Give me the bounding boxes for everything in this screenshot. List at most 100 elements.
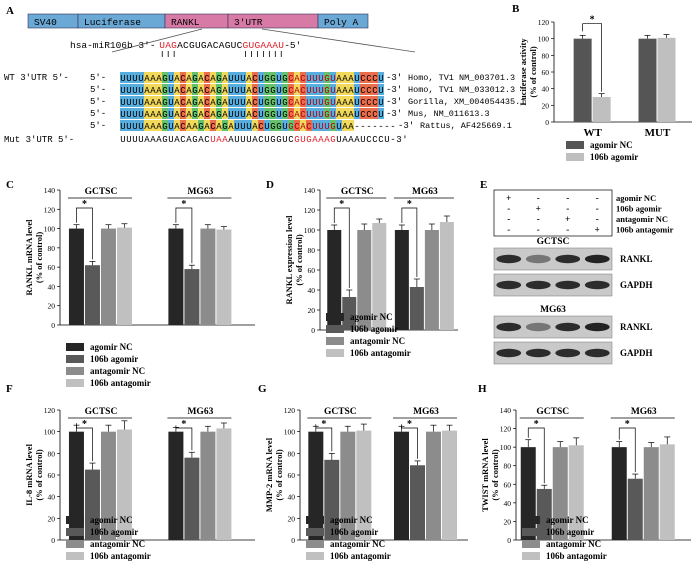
base-cell	[246, 96, 252, 107]
y-tick-label: 0	[51, 321, 55, 330]
mut-base: G	[276, 135, 281, 145]
base-char: G	[270, 86, 275, 96]
alignment-species: Homo, TV1 NM_033012.3	[408, 85, 515, 95]
base-char: A	[144, 86, 150, 96]
base-char: U	[336, 122, 341, 132]
legend-swatch	[66, 552, 84, 560]
chart-g-mmp2: 0 20 40 60 80 100 120 MMP-2 mRNA level (% of con…	[264, 406, 468, 561]
base-cell	[138, 108, 144, 119]
base-cell	[168, 96, 174, 107]
base-char: C	[204, 98, 210, 108]
blot-strip	[493, 273, 613, 297]
base-char: C	[252, 86, 258, 96]
base-char: U	[240, 98, 245, 108]
base-char: G	[282, 110, 287, 120]
mirna-base: U	[278, 40, 284, 51]
base-cell	[252, 96, 258, 107]
base-char: U	[138, 98, 143, 108]
base-char: A	[222, 110, 228, 120]
legend-swatch	[326, 313, 344, 321]
base-cell	[318, 108, 324, 119]
base-cell	[240, 96, 246, 107]
base-char: U	[168, 98, 173, 108]
base-char: C	[366, 74, 372, 84]
base-char: U	[234, 98, 239, 108]
base-char: A	[348, 110, 354, 120]
legend-label: agomir NC	[546, 515, 589, 525]
y-tick-label: 60	[288, 471, 296, 480]
base-cell	[270, 72, 276, 83]
blot-protein-label: GAPDH	[620, 348, 653, 358]
base-cell	[204, 96, 210, 107]
base-char: A	[156, 86, 162, 96]
mut-base: U	[240, 135, 245, 145]
base-char: C	[180, 86, 186, 96]
base-cell	[174, 120, 180, 131]
base-char: U	[120, 86, 125, 96]
y-tick-label: 0	[507, 536, 511, 545]
legend-label: 106b agomir	[90, 527, 138, 537]
base-cell	[258, 120, 264, 131]
base-char: U	[126, 110, 131, 120]
significance-star: *	[181, 199, 186, 210]
blot-strip	[493, 247, 613, 271]
condition-symbol: -	[507, 214, 510, 224]
base-cell	[138, 72, 144, 83]
significance-star: *	[82, 419, 87, 430]
base-cell	[126, 108, 132, 119]
condition-label: 106b agomir	[616, 204, 662, 214]
mut-base: A	[216, 135, 222, 145]
base-char: U	[120, 74, 125, 84]
base-char: U	[276, 98, 281, 108]
base-char: U	[168, 110, 173, 120]
mut-base: A	[324, 135, 330, 145]
base-cell	[192, 120, 198, 131]
condition-symbol: -	[566, 204, 569, 214]
base-char: U	[168, 86, 173, 96]
base-char: U	[354, 98, 359, 108]
base-cell	[264, 120, 270, 131]
base-cell	[294, 84, 300, 95]
base-char: A	[222, 98, 228, 108]
blot-band	[496, 322, 522, 332]
blot-protein-label: RANKL	[620, 254, 653, 264]
mirna-base: A	[219, 40, 225, 51]
bar	[342, 297, 357, 330]
blot-band	[584, 280, 610, 290]
mirna-base: A	[272, 40, 278, 51]
base-cell	[168, 120, 174, 131]
alignment-end: -3'	[386, 73, 402, 83]
base-cell	[372, 72, 378, 83]
mirna-base: A	[260, 40, 266, 51]
base-cell	[222, 72, 228, 83]
base-cell	[312, 84, 318, 95]
y-axis-label: (% of control)	[528, 46, 538, 97]
base-cell	[210, 96, 216, 107]
base-cell	[192, 84, 198, 95]
y-tick-label: 40	[504, 499, 512, 508]
mirna-base: G	[225, 40, 231, 51]
base-char: C	[252, 110, 258, 120]
base-char: U	[318, 86, 323, 96]
base-char: -	[390, 122, 395, 132]
base-char: U	[258, 74, 263, 84]
base-cell	[120, 120, 126, 131]
base-cell	[354, 72, 360, 83]
y-tick-label: 40	[48, 493, 56, 502]
base-cell	[156, 84, 162, 95]
base-char: A	[204, 122, 210, 132]
base-cell	[192, 96, 198, 107]
bar	[216, 229, 232, 325]
base-char: C	[372, 110, 378, 120]
bar	[68, 228, 84, 325]
base-char: G	[324, 110, 329, 120]
base-cell	[312, 72, 318, 83]
base-cell	[276, 96, 282, 107]
base-char: A	[144, 110, 150, 120]
legend-swatch	[306, 552, 324, 560]
base-cell	[372, 96, 378, 107]
base-cell	[180, 108, 186, 119]
y-tick-label: 20	[48, 514, 56, 523]
condition-symbol: +	[595, 225, 600, 235]
condition-symbol: +	[565, 214, 570, 224]
